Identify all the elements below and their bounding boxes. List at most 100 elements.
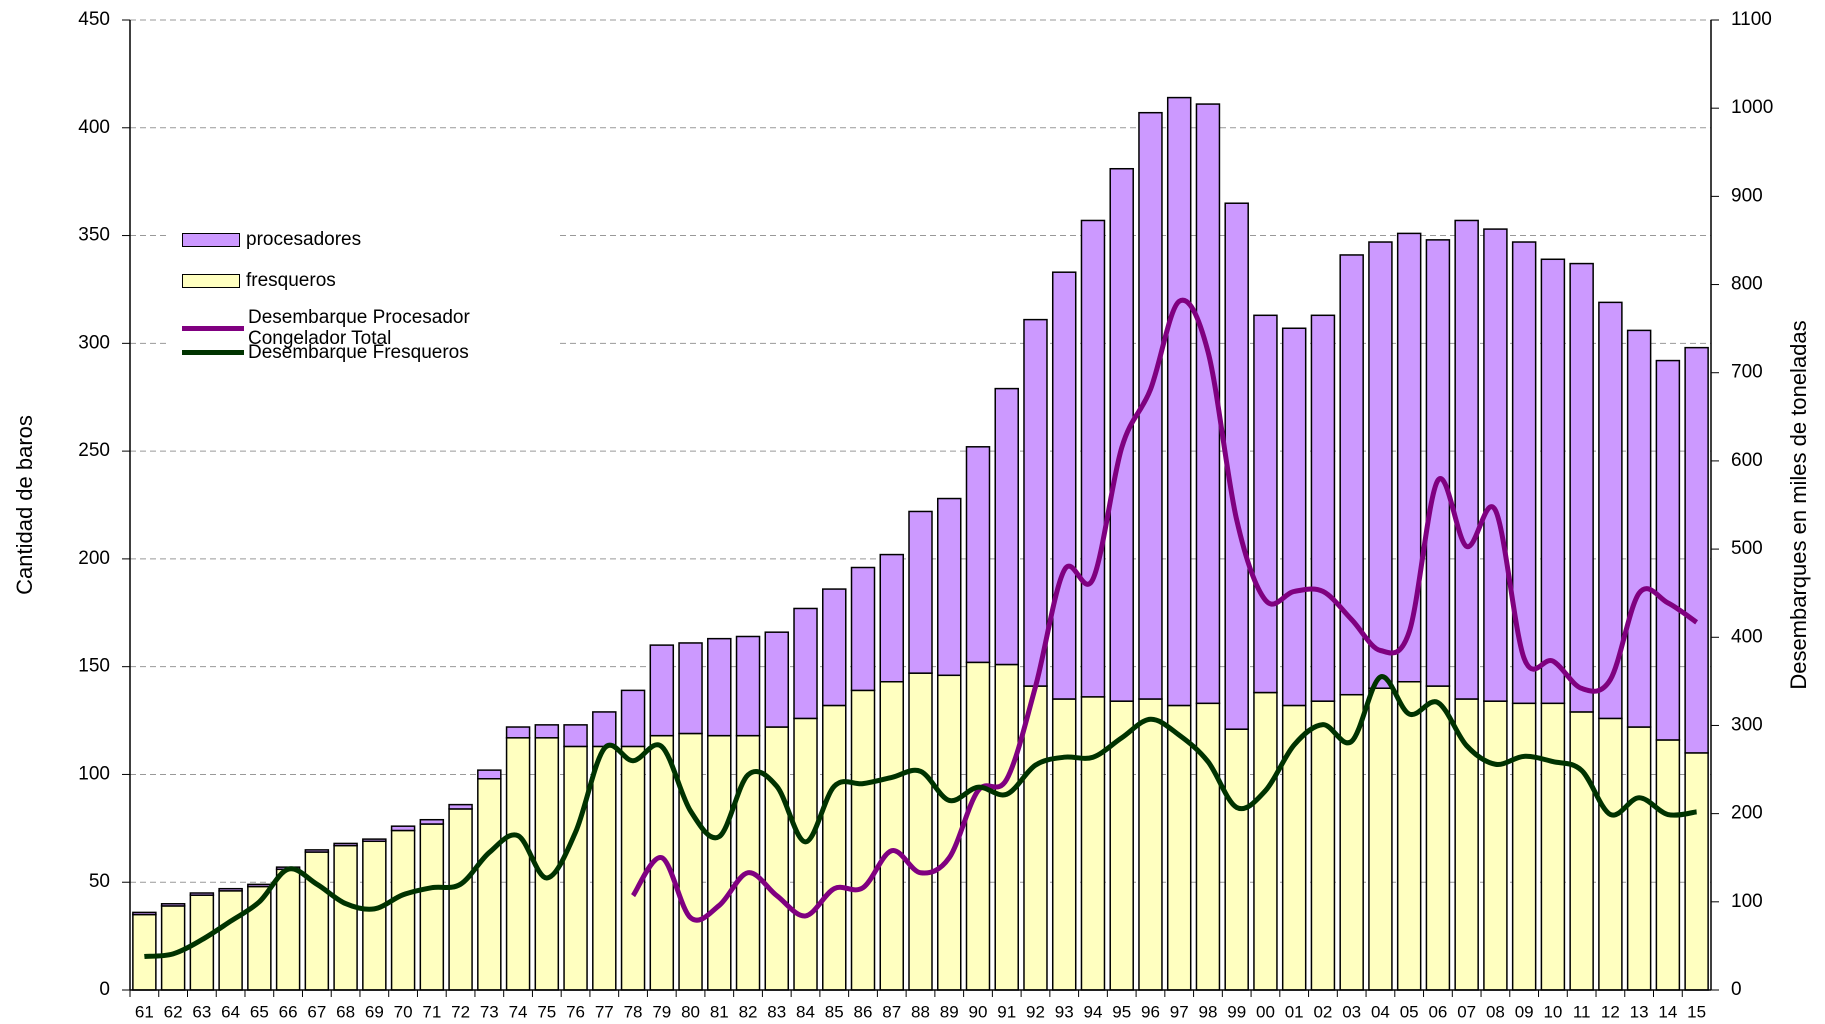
bar-segment bbox=[994, 387, 1019, 666]
x-tick-label: 79 bbox=[652, 1002, 671, 1021]
bar-segment bbox=[1253, 691, 1278, 991]
bar-segment bbox=[534, 737, 560, 991]
bar-segment bbox=[419, 818, 445, 825]
x-tick-label: 61 bbox=[135, 1002, 154, 1021]
bar-segment bbox=[1684, 752, 1709, 991]
x-tick-label: 66 bbox=[279, 1002, 298, 1021]
x-tick-label: 90 bbox=[969, 1002, 988, 1021]
bar-segment bbox=[1368, 241, 1393, 689]
legend-item: Desembarque Procesador Congelador Total bbox=[182, 307, 528, 349]
y2-tick-label: 0 bbox=[1731, 979, 1742, 1000]
legend-swatch bbox=[182, 273, 240, 288]
x-tick-label: 88 bbox=[911, 1002, 930, 1021]
bar-segment bbox=[333, 844, 358, 991]
y-tick-label: 100 bbox=[78, 763, 110, 784]
bar-segment bbox=[1626, 726, 1652, 991]
x-tick-label: 82 bbox=[739, 1002, 758, 1021]
bar-segment bbox=[1051, 271, 1077, 700]
bar-segment bbox=[965, 661, 991, 991]
x-tick-label: 76 bbox=[566, 1002, 585, 1021]
legend-swatch bbox=[182, 232, 240, 247]
bar-segment bbox=[218, 887, 243, 892]
x-tick-label: 99 bbox=[1227, 1002, 1246, 1021]
x-tick-label: 97 bbox=[1170, 1002, 1189, 1021]
y-tick-label: 250 bbox=[78, 440, 110, 461]
bar-segment bbox=[908, 510, 933, 674]
bar-segment bbox=[764, 631, 790, 728]
bar-segment bbox=[218, 890, 243, 991]
legend-item: fresqueros bbox=[182, 270, 336, 291]
legend-label: procesadores bbox=[246, 229, 362, 250]
y-tick-label: 350 bbox=[78, 225, 110, 246]
bar-segment bbox=[1511, 241, 1537, 705]
y2-tick-label: 300 bbox=[1731, 714, 1763, 735]
y2-tick-label: 800 bbox=[1731, 274, 1763, 295]
x-tick-label: 68 bbox=[336, 1002, 355, 1021]
y2-tick-label: 900 bbox=[1731, 185, 1763, 206]
bar-segment bbox=[333, 842, 358, 847]
bar-segment bbox=[620, 689, 646, 748]
bar-segment bbox=[592, 711, 617, 748]
bar-segment bbox=[1109, 167, 1134, 702]
bar-segment bbox=[1483, 228, 1508, 702]
x-tick-label: 80 bbox=[681, 1002, 700, 1021]
x-tick-label: 81 bbox=[710, 1002, 729, 1021]
legend-label: Desembarque Fresqueros bbox=[248, 342, 469, 363]
bar-segment bbox=[879, 681, 905, 991]
bar-segment bbox=[1626, 329, 1652, 728]
bar-segment bbox=[1569, 262, 1594, 713]
legend-label: Desembarque Procesador Congelador Total bbox=[248, 307, 470, 349]
bar-segment bbox=[1454, 219, 1479, 700]
bar-segment bbox=[448, 803, 473, 810]
y-tick-label: 300 bbox=[78, 332, 110, 353]
y-tick-label: 50 bbox=[89, 871, 110, 892]
x-tick-label: 01 bbox=[1285, 1002, 1304, 1021]
bar-segment bbox=[908, 672, 933, 991]
bar-segment bbox=[678, 642, 703, 735]
y-axis-label: Cantidad de baros bbox=[12, 415, 37, 595]
bar-segment bbox=[1655, 739, 1681, 991]
x-tick-label: 87 bbox=[882, 1002, 901, 1021]
x-tick-label: 05 bbox=[1400, 1002, 1419, 1021]
x-tick-label: 75 bbox=[537, 1002, 556, 1021]
bar-segment bbox=[1396, 232, 1422, 683]
bar-segment bbox=[1655, 359, 1681, 741]
x-tick-label: 73 bbox=[480, 1002, 499, 1021]
x-tick-label: 09 bbox=[1515, 1002, 1534, 1021]
line-series bbox=[630, 297, 1699, 923]
x-tick-label: 11 bbox=[1573, 1002, 1591, 1021]
bar-segment bbox=[793, 717, 818, 991]
legend-swatch bbox=[182, 325, 244, 331]
bar-segment bbox=[1023, 318, 1048, 687]
legend-item: Desembarque Fresqueros bbox=[182, 342, 528, 363]
bar-segment bbox=[764, 726, 790, 991]
bar-segment bbox=[678, 732, 703, 991]
legend-swatch bbox=[182, 350, 244, 355]
bar-segment bbox=[620, 745, 646, 991]
x-tick-label: 02 bbox=[1313, 1002, 1332, 1021]
x-tick-label: 94 bbox=[1084, 1002, 1103, 1021]
bar-segment bbox=[1511, 702, 1537, 991]
bar-segment bbox=[793, 607, 818, 720]
x-tick-label: 07 bbox=[1457, 1002, 1476, 1021]
x-tick-label: 15 bbox=[1687, 1002, 1706, 1021]
x-tick-label: 12 bbox=[1601, 1002, 1620, 1021]
bar-segment bbox=[1569, 711, 1594, 991]
legend-label: fresqueros bbox=[246, 270, 336, 291]
x-tick-label: 89 bbox=[940, 1002, 959, 1021]
y2-tick-label: 400 bbox=[1731, 626, 1763, 647]
bar-segment bbox=[1281, 327, 1307, 707]
bar-segment bbox=[419, 823, 445, 991]
bar-segment bbox=[649, 644, 675, 737]
line-series bbox=[144, 674, 1697, 959]
x-tick-label: 00 bbox=[1256, 1002, 1275, 1021]
y2-tick-label: 1100 bbox=[1731, 9, 1772, 30]
y-tick-label: 400 bbox=[78, 117, 110, 138]
bar-segment bbox=[534, 724, 560, 739]
x-tick-label: 63 bbox=[192, 1002, 211, 1021]
bar-segment bbox=[592, 745, 617, 991]
bar-segment bbox=[132, 911, 157, 916]
bar-segment bbox=[1339, 254, 1364, 696]
